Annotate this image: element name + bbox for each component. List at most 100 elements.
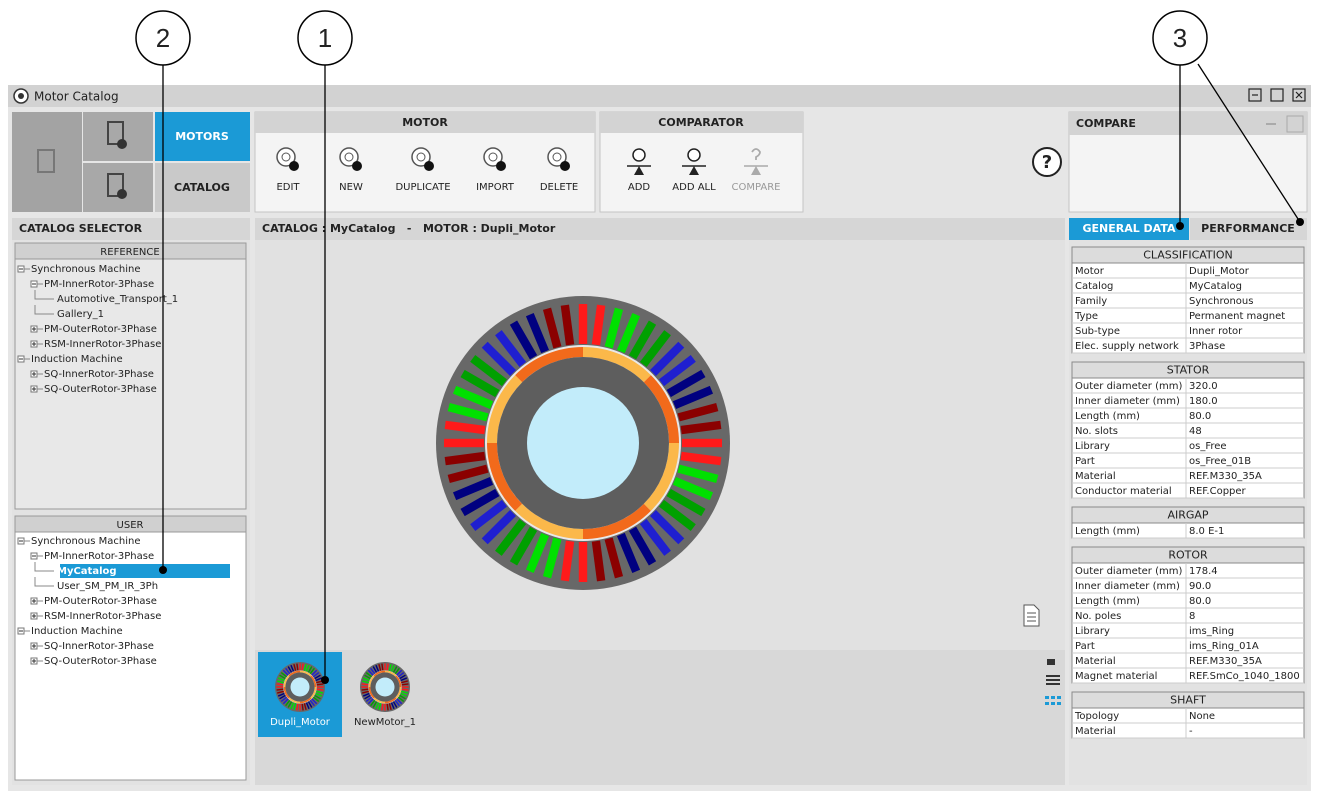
rotor-magnet bbox=[288, 670, 300, 677]
minimize-button[interactable] bbox=[1248, 88, 1262, 102]
button-icon bbox=[687, 148, 701, 162]
stator-slot bbox=[312, 672, 320, 678]
row-value: 80.0 bbox=[1189, 411, 1211, 422]
view-list[interactable] bbox=[1046, 675, 1060, 685]
stator-slot bbox=[316, 688, 324, 691]
stator-slot bbox=[399, 694, 406, 700]
favorites-tile[interactable] bbox=[12, 112, 82, 212]
reference-panel bbox=[14, 242, 247, 510]
tile-icon bbox=[107, 121, 124, 145]
stator-slot bbox=[287, 666, 293, 673]
callout-dot bbox=[321, 676, 329, 684]
tree-item[interactable]: SQ-OuterRotor-3Phase bbox=[44, 384, 157, 395]
stator-slot bbox=[401, 690, 409, 694]
help-button[interactable] bbox=[1032, 147, 1062, 177]
maximize-button[interactable] bbox=[1270, 88, 1284, 102]
tree-item[interactable]: MyCatalog bbox=[57, 566, 117, 577]
rotor-magnet bbox=[283, 675, 290, 687]
tree-item[interactable]: PM-InnerRotor-3Phase bbox=[44, 279, 154, 290]
row-value: 48 bbox=[1189, 426, 1202, 437]
tree-item[interactable]: PM-OuterRotor-3Phase bbox=[44, 596, 157, 607]
stator-slot bbox=[381, 663, 384, 671]
new-catalog-tile[interactable] bbox=[83, 112, 153, 161]
stator-slot bbox=[378, 703, 382, 711]
stator-slot bbox=[509, 526, 538, 566]
button-icon bbox=[751, 148, 761, 160]
button-icon bbox=[483, 147, 503, 167]
tree-item[interactable]: Induction Machine bbox=[31, 626, 123, 637]
tree-item[interactable]: PM-OuterRotor-3Phase bbox=[44, 324, 157, 335]
catalog-tab[interactable] bbox=[155, 163, 250, 212]
report-icon[interactable] bbox=[1023, 604, 1040, 627]
tree-item[interactable]: PM-InnerRotor-3Phase bbox=[44, 551, 154, 562]
row-key: Part bbox=[1075, 641, 1095, 652]
tree-item[interactable]: SQ-InnerRotor-3Phase bbox=[44, 369, 154, 380]
stator-slot bbox=[375, 664, 380, 672]
button-icon bbox=[751, 166, 761, 175]
rotor-magnet bbox=[310, 687, 317, 699]
row-key: Motor bbox=[1075, 266, 1105, 277]
tree-item[interactable]: Synchronous Machine bbox=[31, 536, 141, 547]
reference-header bbox=[14, 242, 247, 260]
stator-slot bbox=[394, 667, 400, 675]
general-data-tab[interactable] bbox=[1069, 218, 1189, 240]
stator-slot bbox=[509, 320, 538, 360]
thumbnail-label: Dupli_Motor bbox=[270, 717, 331, 728]
stator-slot bbox=[460, 488, 500, 517]
motors-tab[interactable] bbox=[155, 112, 250, 161]
help-glyph: ? bbox=[1042, 152, 1052, 173]
stator-slot bbox=[290, 702, 295, 710]
rotor-magnet bbox=[395, 675, 402, 687]
stator-slot bbox=[280, 672, 288, 678]
stator-slot bbox=[384, 663, 386, 671]
tree-item[interactable]: Induction Machine bbox=[31, 354, 123, 365]
viewer-header bbox=[255, 218, 1065, 240]
tile-icon bbox=[107, 173, 124, 197]
stator-slot bbox=[316, 686, 324, 688]
rotor-magnet bbox=[368, 675, 375, 687]
compare-delete[interactable] bbox=[1286, 115, 1304, 133]
tile-icon-badge bbox=[117, 189, 127, 199]
stator-slot bbox=[279, 674, 286, 680]
rotor-magnet bbox=[300, 697, 312, 704]
rotor-magnet bbox=[385, 670, 397, 677]
import-catalog-tile[interactable] bbox=[83, 163, 153, 212]
button-icon bbox=[632, 148, 646, 162]
stator-slot bbox=[311, 669, 318, 676]
tree-item[interactable]: Automotive_Transport_1 bbox=[57, 294, 178, 305]
view-single[interactable] bbox=[1047, 659, 1055, 665]
stator-slot bbox=[396, 698, 403, 705]
row-key: Library bbox=[1075, 441, 1110, 452]
stator-slot bbox=[293, 703, 297, 711]
stator-slot bbox=[650, 510, 685, 545]
performance-tab[interactable] bbox=[1190, 218, 1307, 240]
tree-item[interactable]: SQ-InnerRotor-3Phase bbox=[44, 641, 154, 652]
tree-item[interactable]: User_SM_PM_IR_3Ph bbox=[57, 581, 158, 592]
tree-item[interactable]: RSM-InnerRotor-3Phase bbox=[44, 339, 161, 350]
stator-slot bbox=[400, 677, 408, 682]
close-glyph bbox=[1295, 91, 1303, 99]
rotor-magnet bbox=[310, 675, 317, 687]
row-value: 3Phase bbox=[1189, 341, 1225, 352]
tree-item[interactable]: Gallery_1 bbox=[57, 309, 104, 320]
row-key: Length (mm) bbox=[1075, 411, 1140, 422]
tree-item[interactable]: RSM-InnerRotor-3Phase bbox=[44, 611, 161, 622]
close-button[interactable] bbox=[1292, 88, 1306, 102]
stator-slot bbox=[277, 677, 285, 682]
stator-slot bbox=[370, 699, 376, 707]
stator-slot bbox=[397, 672, 405, 678]
stator-slot bbox=[525, 312, 549, 354]
tree-item[interactable]: SQ-OuterRotor-3Phase bbox=[44, 656, 157, 667]
stator-slot bbox=[287, 701, 293, 708]
tree-item[interactable]: Synchronous Machine bbox=[31, 264, 141, 275]
stator-slot bbox=[307, 666, 313, 673]
view-grid[interactable] bbox=[1045, 696, 1061, 705]
viewer-title: CATALOG : MyCatalog - MOTOR : Dupli_Moto… bbox=[262, 222, 556, 235]
section-box bbox=[1071, 246, 1305, 354]
reference-title: REFERENCE bbox=[100, 247, 159, 258]
stator-slot bbox=[639, 330, 671, 368]
section-header bbox=[1071, 246, 1305, 264]
stator-slot bbox=[301, 663, 304, 671]
tab-label: GENERAL DATA bbox=[1082, 222, 1176, 235]
